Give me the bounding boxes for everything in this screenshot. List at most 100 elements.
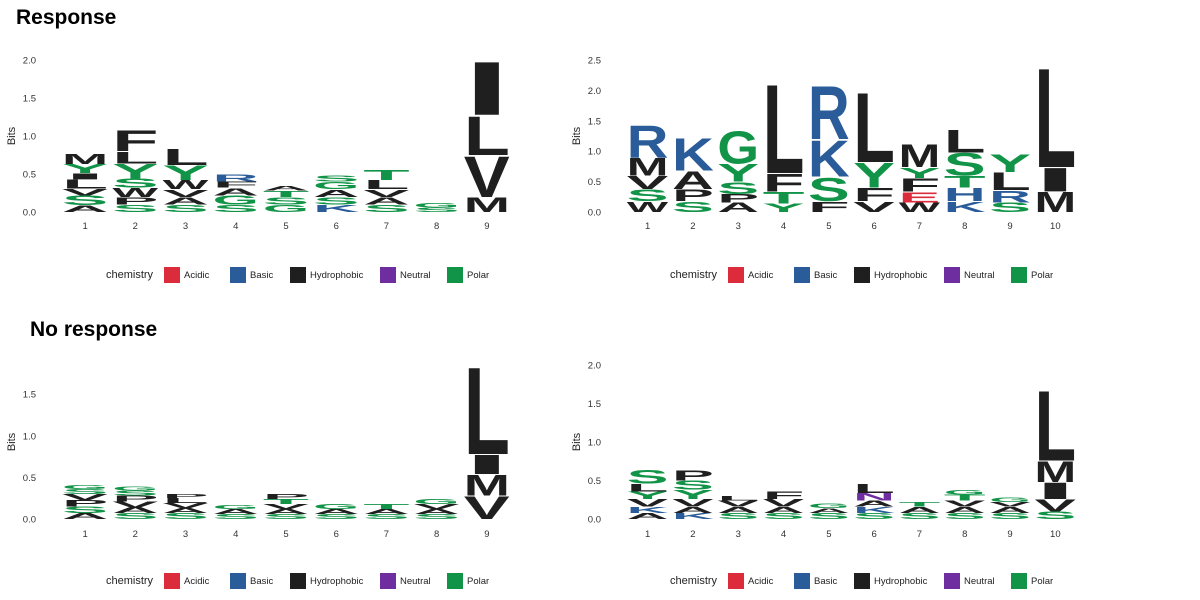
x-tick-label: 10 xyxy=(1050,221,1061,232)
logo-letter-s: S xyxy=(213,513,259,521)
logo-letter-g: G xyxy=(414,498,460,506)
logo-letter-v: V xyxy=(717,499,759,508)
y-tick-label: 0.5 xyxy=(23,170,36,181)
logo-letter-t: T xyxy=(944,493,986,503)
legend-swatch-neutral xyxy=(944,267,960,283)
legend-swatch-hydrophobic xyxy=(290,267,306,283)
logo-letter-l: L xyxy=(627,482,669,494)
x-tick-label: 8 xyxy=(962,529,967,540)
x-tick-label: 8 xyxy=(962,221,967,232)
x-tick-label: 2 xyxy=(133,221,138,232)
logo-letter-y: Y xyxy=(627,489,669,501)
legend-label-hydrophobic: Hydrophobic xyxy=(310,270,364,281)
logo-letter-s: S xyxy=(944,146,986,182)
logo-letter-v: V xyxy=(363,187,409,199)
logo-letter-v: V xyxy=(672,497,714,509)
legend-swatch-neutral xyxy=(380,573,396,589)
logo-letter-n: N xyxy=(853,491,895,503)
y-tick-label: 0.0 xyxy=(23,515,36,526)
logo-letter-s: S xyxy=(263,513,309,521)
y-tick-label: 1.0 xyxy=(23,132,36,143)
legend-label-acidic: Acidic xyxy=(748,270,774,281)
logo-letter-s: S xyxy=(313,513,359,521)
logo-letter-r: R xyxy=(989,188,1031,207)
logo-letter-s: S xyxy=(717,179,759,198)
legend-swatch-acidic xyxy=(728,573,744,589)
logo-letter-v: V xyxy=(853,198,894,215)
x-tick-label: 7 xyxy=(384,529,389,540)
legend-swatch-polar xyxy=(447,267,463,283)
logo-letter-s: S xyxy=(944,512,986,521)
logo-panel-3: Bits0.00.51.01.5ASPVSG1SAVPSG2SAVLP3SAG4… xyxy=(6,342,510,589)
logo-letter-a: A xyxy=(263,508,309,516)
logo-letter-v: V xyxy=(627,497,669,509)
logo-letter-k: K xyxy=(672,130,714,181)
legend-label-polar: Polar xyxy=(467,270,489,281)
logo-letter-s: S xyxy=(763,512,805,521)
logo-letter-i: I xyxy=(1035,161,1077,199)
logo-letter-s: S xyxy=(313,174,359,183)
logo-letter-t: T xyxy=(899,501,941,508)
logo-letter-a: A xyxy=(313,508,359,516)
x-tick-label: 6 xyxy=(334,529,339,540)
logo-letter-m: M xyxy=(464,193,510,217)
x-tick-label: 7 xyxy=(917,529,922,540)
logo-letter-r: R xyxy=(808,71,850,155)
x-tick-label: 5 xyxy=(283,221,288,232)
legend-title: chemistry xyxy=(670,269,718,281)
logo-letter-a: A xyxy=(162,507,208,515)
logo-letter-a: A xyxy=(62,203,108,214)
x-tick-label: 2 xyxy=(690,529,695,540)
x-tick-label: 7 xyxy=(384,221,389,232)
logo-letter-s: S xyxy=(808,171,850,209)
y-tick-label: 0.0 xyxy=(23,208,36,219)
logo-letter-w: W xyxy=(899,200,941,215)
logo-letter-h: H xyxy=(944,185,986,206)
logo-letter-p: P xyxy=(162,493,208,499)
legend-label-hydrophobic: Hydrophobic xyxy=(310,576,364,587)
legend-label-basic: Basic xyxy=(814,576,837,587)
section-title-response: Response xyxy=(16,6,117,29)
logo-letter-g: G xyxy=(717,122,759,174)
logo-letter-m: M xyxy=(464,469,510,502)
y-axis-label: Bits xyxy=(6,126,18,145)
logo-letter-f: F xyxy=(763,168,805,197)
legend-label-acidic: Acidic xyxy=(184,576,210,587)
logo-letter-a: A xyxy=(313,187,359,199)
logo-letter-y: Y xyxy=(62,162,108,176)
legend-swatch-polar xyxy=(1011,267,1027,283)
logo-letter-m: M xyxy=(627,153,669,181)
x-tick-label: 1 xyxy=(645,529,650,540)
logo-letter-p: P xyxy=(717,191,759,204)
logo-letter-s: S xyxy=(62,505,108,515)
logo-letter-k: K xyxy=(672,511,714,521)
logo-letter-p: P xyxy=(112,494,158,503)
logo-letter-y: Y xyxy=(672,487,714,502)
x-tick-label: 9 xyxy=(484,221,489,232)
y-tick-label: 0.5 xyxy=(588,476,601,487)
logo-letter-t: T xyxy=(944,172,986,191)
x-tick-label: 7 xyxy=(917,221,922,232)
logo-letter-s: S xyxy=(853,512,895,521)
logo-letter-k: K xyxy=(853,505,895,515)
y-tick-label: 2.0 xyxy=(588,361,601,372)
logo-letter-v: V xyxy=(263,503,309,511)
logo-letter-r: R xyxy=(627,116,669,167)
legend-title: chemistry xyxy=(670,575,718,587)
x-tick-label: 6 xyxy=(872,221,877,232)
legend-label-neutral: Neutral xyxy=(400,270,431,281)
logo-letter-t: T xyxy=(263,189,309,198)
x-tick-label: 9 xyxy=(484,529,489,540)
logo-letter-i: I xyxy=(464,47,510,132)
logo-letter-a: A xyxy=(989,505,1031,515)
legend-swatch-hydrophobic xyxy=(854,267,870,283)
section-title-no-response: No response xyxy=(30,318,158,341)
logo-letter-g: G xyxy=(989,496,1031,503)
legend-swatch-basic xyxy=(230,267,246,283)
logo-letter-p: P xyxy=(62,498,108,508)
legend-swatch-basic xyxy=(230,573,246,589)
logo-letter-l: L xyxy=(162,497,208,505)
logo-letter-y: Y xyxy=(162,161,208,184)
logo-letter-y: Y xyxy=(763,201,805,214)
